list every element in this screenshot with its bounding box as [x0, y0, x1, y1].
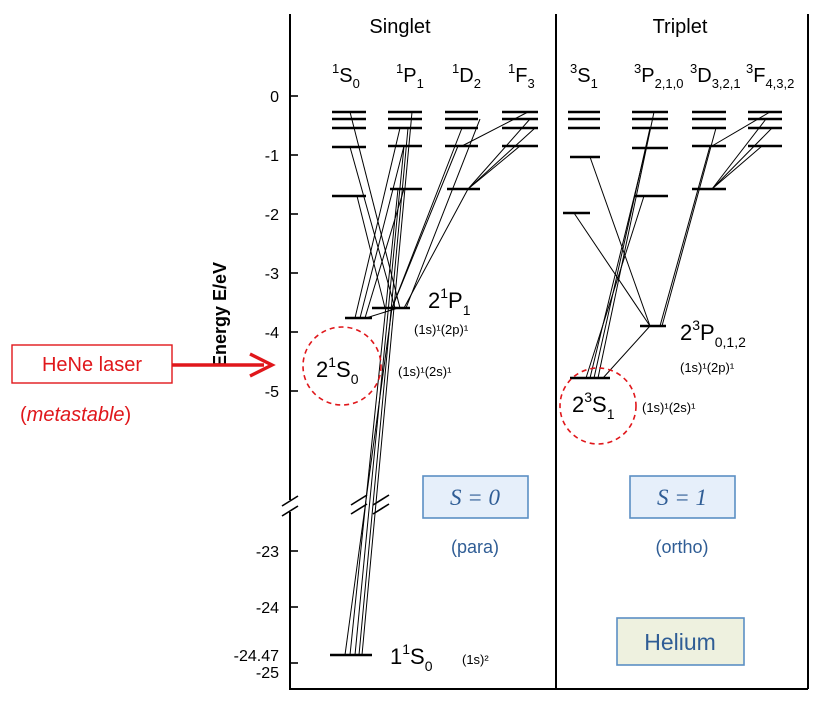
singlet-term-headers: 1S0 1P1 1D2 1F3	[332, 61, 535, 91]
tick-label-m23: -23	[256, 544, 279, 561]
label-2-3S1: 23S1	[572, 389, 615, 422]
panel-frame	[289, 14, 809, 690]
term-header-3P: 3P2,1,0	[634, 61, 684, 91]
term-header-1F3: 1F3	[508, 61, 535, 91]
term-header-3S1: 3S1	[570, 61, 598, 91]
label-1-1S0: 11S0	[390, 641, 433, 674]
tick-label-m24: -24	[256, 600, 279, 617]
triplet-transitions	[573, 111, 773, 379]
ortho-label: (ortho)	[655, 537, 708, 557]
tick-label-0: 0	[270, 89, 279, 106]
spin-label-singlet: S = 0	[450, 485, 501, 510]
tick-label-m2: -2	[265, 207, 279, 224]
helium-box	[616, 617, 745, 666]
helium-label: Helium	[644, 629, 716, 655]
y-axis-tick-labels: 0 -1 -2 -3 -4 -5 -23 -24 -24.47 -25	[234, 89, 279, 682]
tick-label-m3: -3	[265, 266, 279, 283]
singlet-transitions	[344, 111, 536, 656]
metastable-circle-triplet	[559, 367, 637, 445]
label-2-1P1: 21P1	[428, 285, 471, 318]
term-header-3D: 3D3,2,1	[690, 61, 741, 91]
tick-label-m24-47: -24.47	[234, 648, 279, 665]
tick-label-m1: -1	[265, 148, 279, 165]
label-2-3P: 23P0,1,2	[680, 317, 746, 350]
metastable-circle-singlet	[302, 326, 382, 406]
triplet-levels	[563, 110, 782, 380]
tick-label-m25: -25	[256, 665, 279, 682]
config-2-3P: (1s)¹(2p)¹	[680, 360, 735, 375]
tick-label-m4: -4	[265, 325, 279, 342]
term-header-3F: 3F4,3,2	[746, 61, 794, 91]
term-header-1D2: 1D2	[452, 61, 481, 91]
config-1-1S0: (1s)²	[462, 652, 489, 667]
config-2-1S0: (1s)¹(2s)¹	[398, 364, 452, 379]
hene-laser-label: HeNe laser	[42, 354, 142, 376]
spin-box-triplet	[629, 475, 736, 519]
config-2-3S1: (1s)¹(2s)¹	[642, 400, 696, 415]
tick-label-m5: -5	[265, 384, 279, 401]
y-axis-ticks	[290, 95, 298, 664]
term-header-1P1: 1P1	[396, 61, 424, 91]
triplet-title: Triplet	[653, 16, 708, 38]
para-label: (para)	[451, 537, 499, 557]
singlet-title: Singlet	[369, 16, 431, 38]
label-2-1S0: 21S0	[316, 354, 359, 387]
config-2-1P1: (1s)¹(2p)¹	[414, 322, 469, 337]
spin-box-singlet	[422, 475, 529, 519]
spin-label-triplet: S = 1	[657, 485, 707, 510]
transition-breaks	[350, 494, 390, 515]
axis-break	[281, 495, 299, 517]
term-header-1S0: 1S0	[332, 61, 360, 91]
y-axis-label: Energy E/eV	[210, 262, 230, 367]
triplet-term-headers: 3S1 3P2,1,0 3D3,2,1 3F4,3,2	[570, 61, 794, 91]
singlet-levels	[330, 110, 538, 657]
hene-arrow	[172, 352, 276, 378]
metastable-note: (metastable)	[20, 404, 131, 426]
